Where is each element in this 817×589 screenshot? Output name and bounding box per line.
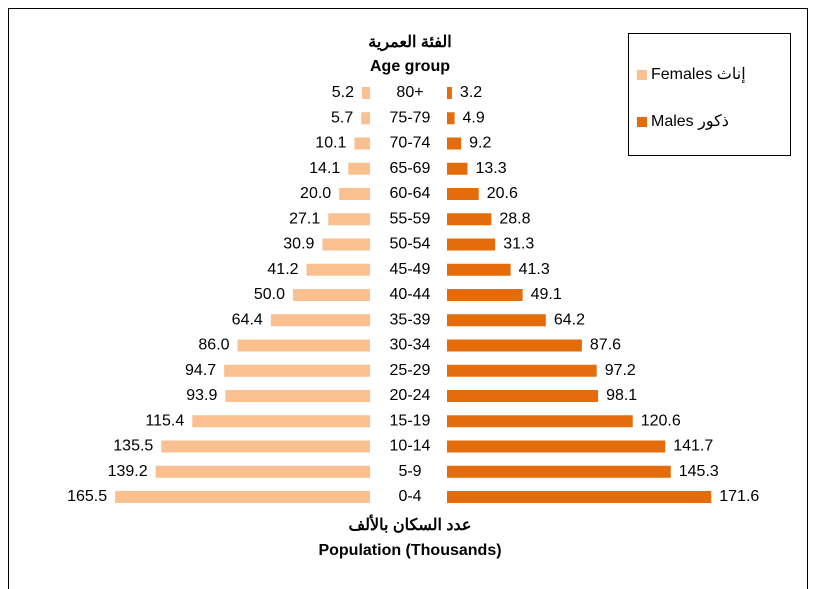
value-label: 41.3 (519, 261, 550, 278)
bar (306, 263, 370, 276)
category-label: 5-9 (398, 463, 421, 480)
legend (628, 33, 791, 156)
category-label: 40-44 (390, 286, 431, 303)
bar (328, 213, 370, 226)
category-label: 20-24 (390, 387, 431, 404)
bar (192, 415, 370, 428)
value-label: 28.8 (499, 210, 530, 227)
value-label: 13.3 (475, 160, 506, 177)
value-label: 10.1 (315, 135, 346, 152)
bar (447, 162, 468, 175)
value-label: 86.0 (198, 337, 229, 354)
category-label: 10-14 (390, 438, 431, 455)
value-label: 87.6 (590, 337, 621, 354)
bar (348, 162, 370, 175)
value-label: 98.1 (606, 387, 637, 404)
category-label: 55-59 (390, 210, 431, 227)
bar (225, 390, 370, 402)
value-label: 97.2 (605, 362, 636, 379)
category-label: 70-74 (390, 135, 431, 152)
bar (447, 112, 455, 125)
x-axis-title: Population (Thousands) (318, 542, 501, 559)
category-label: 75-79 (390, 109, 431, 126)
chart-subtitle: Age group (370, 58, 450, 75)
category-label: 45-49 (390, 261, 431, 278)
value-label: 141.7 (673, 438, 713, 455)
bar (361, 112, 370, 125)
value-label: 5.2 (332, 84, 354, 101)
bar (293, 289, 370, 301)
bar (447, 314, 546, 327)
bar (447, 440, 666, 453)
bar (354, 137, 370, 150)
bar (447, 137, 462, 150)
value-label: 14.1 (309, 160, 340, 177)
value-label: 115.4 (145, 412, 184, 429)
category-label: 50-54 (390, 236, 431, 253)
value-label: 50.0 (254, 286, 285, 303)
bar (322, 238, 370, 251)
bar (447, 238, 496, 251)
bar (447, 213, 492, 226)
value-label: 5.7 (331, 109, 353, 126)
chart-border (8, 8, 808, 589)
value-label: 31.3 (503, 236, 534, 253)
value-label: 135.5 (113, 438, 153, 455)
value-label: 20.0 (300, 185, 331, 202)
bar (447, 87, 452, 99)
legend-swatch (637, 117, 647, 127)
value-label: 3.2 (460, 84, 482, 101)
value-label: 41.2 (267, 261, 298, 278)
value-label: 145.3 (679, 463, 719, 480)
value-label: 4.9 (463, 109, 485, 126)
legend-label: Females إناث (651, 66, 746, 83)
value-label: 171.6 (719, 488, 759, 505)
bar (237, 339, 370, 352)
value-label: 64.2 (554, 311, 585, 328)
category-label: 25-29 (390, 362, 431, 379)
category-label: 65-69 (390, 160, 431, 177)
value-label: 64.4 (232, 311, 263, 328)
bar (447, 465, 671, 478)
value-label: 139.2 (108, 463, 148, 480)
bar (115, 491, 370, 503)
bar (161, 440, 370, 453)
chart-title: الفئة العمرية (368, 34, 451, 52)
category-label: 0-4 (398, 488, 421, 505)
value-label: 20.6 (487, 185, 518, 202)
bar (447, 339, 582, 352)
value-label: 27.1 (289, 210, 320, 227)
legend-swatch (637, 70, 647, 80)
bar (447, 188, 479, 200)
category-label: 35-39 (390, 311, 431, 328)
bar (447, 415, 633, 428)
legend-label: Males ذكور (651, 113, 729, 130)
category-label: 80+ (396, 84, 423, 101)
bar (447, 263, 511, 276)
category-label: 30-34 (390, 337, 431, 354)
value-label: 120.6 (641, 412, 681, 429)
bar (447, 364, 597, 377)
bar (447, 289, 523, 301)
value-label: 30.9 (283, 236, 314, 253)
category-label: 60-64 (390, 185, 431, 202)
bar (447, 390, 599, 402)
bar (224, 364, 370, 377)
value-label: 94.7 (185, 362, 216, 379)
x-axis-title-ar: عدد السكان بالألف (349, 514, 472, 534)
category-label: 15-19 (390, 412, 431, 429)
value-label: 9.2 (469, 135, 491, 152)
value-label: 49.1 (531, 286, 562, 303)
bar (361, 87, 370, 99)
value-label: 93.9 (186, 387, 217, 404)
bar (155, 465, 370, 478)
bar (270, 314, 370, 327)
bar (447, 491, 712, 503)
bar (339, 188, 370, 200)
value-label: 165.5 (67, 488, 107, 505)
